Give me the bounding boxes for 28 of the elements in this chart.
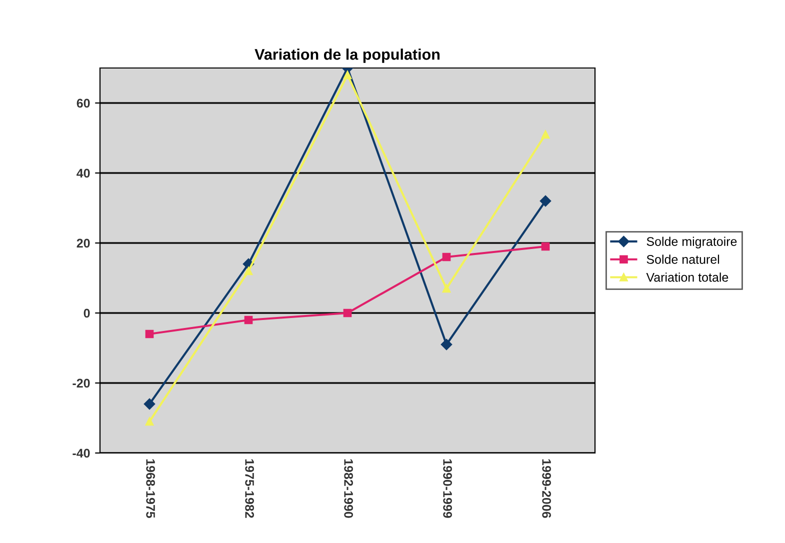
- y-tick-label: -20: [72, 378, 90, 388]
- point: [442, 284, 451, 293]
- point: [145, 330, 154, 338]
- x-tick-label: 1982-1990: [344, 459, 353, 518]
- x-tick-label: 1968-1975: [146, 459, 155, 518]
- point: [244, 266, 253, 276]
- legend-label: Solde migratoire: [646, 236, 737, 248]
- point: [145, 417, 154, 426]
- chart-title: Variation de la population: [254, 48, 440, 63]
- y-tick-label: 60: [76, 98, 90, 108]
- legend-label: Solde naturel: [646, 254, 720, 264]
- y-tick-label: 20: [76, 238, 90, 248]
- point: [442, 252, 451, 262]
- point: [541, 130, 550, 139]
- x-tick-label: 1975-1982: [245, 459, 254, 518]
- y-tick-label: -40: [72, 448, 90, 458]
- point: [244, 316, 253, 324]
- x-tick-label: 1999-2006: [542, 459, 551, 518]
- y-tick-label: 40: [76, 168, 90, 178]
- point: [343, 70, 352, 80]
- y-tick-label: 0: [84, 308, 90, 318]
- point: [440, 338, 452, 350]
- point: [541, 242, 550, 251]
- legend-label: Variation totale: [646, 272, 728, 282]
- x-tick-label: 1990-1999: [443, 459, 452, 518]
- point: [540, 195, 552, 207]
- point: [144, 398, 156, 410]
- point: [343, 308, 352, 318]
